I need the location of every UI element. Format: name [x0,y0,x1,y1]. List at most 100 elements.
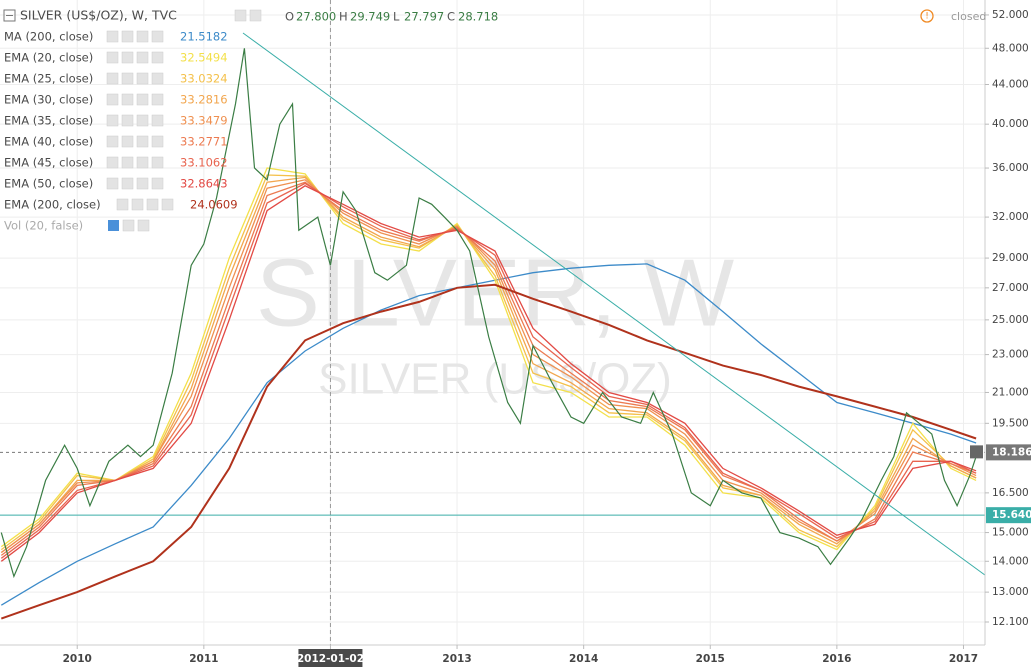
y-tick-label: 21.000 [992,386,1029,398]
x-tick-label: 2015 [696,653,725,665]
x-tick-label: 2012-01-02 [297,653,364,665]
price-axis [985,0,1031,669]
y-tick-label: 27.000 [992,282,1029,294]
legend-icon[interactable] [146,198,159,211]
ohlc-value: 27.800 [296,10,336,24]
legend-icon[interactable] [106,93,119,106]
legend-icon[interactable] [106,114,119,127]
legend-icon[interactable] [151,72,164,85]
eye-icon[interactable] [234,9,247,22]
y-tick-label: 15.000 [992,527,1029,539]
settings-icon[interactable] [249,9,262,22]
legend-icon[interactable] [136,135,149,148]
legend-value: 24.0609 [190,198,238,212]
legend-icon[interactable] [136,72,149,85]
volume-label: Vol (20, false) [4,219,83,233]
y-tick-label: 44.000 [992,78,1029,90]
legend-value: 33.1062 [180,156,228,170]
legend-icon[interactable] [136,114,149,127]
legend-icon[interactable] [151,30,164,43]
price-label: 18.186 [992,446,1031,458]
legend-icon[interactable] [136,156,149,169]
ohlc-value: 27.797 [404,10,444,24]
legend: SILVER (US$/OZ), W, TVC ! closed O 27.800… [3,8,986,233]
ohlc-value: 29.749 [350,10,390,24]
legend-icon[interactable] [137,219,150,232]
legend-icon[interactable] [121,93,134,106]
x-tick-label: 2010 [63,653,92,665]
collapse-icon[interactable] [3,9,16,22]
legend-icon[interactable] [136,30,149,43]
y-tick-label: 40.000 [992,118,1029,130]
legend-icon[interactable] [121,177,134,190]
y-tick-label: 25.000 [992,314,1029,326]
legend-icon[interactable] [121,135,134,148]
x-tick-label: 2011 [189,653,218,665]
legend-icon[interactable] [151,156,164,169]
indicator-line [0,185,977,562]
legend-icon[interactable] [151,93,164,106]
legend-icon[interactable] [121,51,134,64]
legend-value: 21.5182 [180,30,228,44]
legend-icon[interactable] [151,51,164,64]
plot [0,0,985,645]
legend-name: EMA (50, close) [4,177,93,191]
legend-value: 33.2816 [180,93,228,107]
legend-icon[interactable] [131,198,144,211]
legend-icon[interactable] [106,156,119,169]
y-tick-label: 23.000 [992,349,1029,361]
price-label: 15.640 [992,509,1031,521]
legend-icon[interactable] [106,72,119,85]
x-tick-label: 2014 [569,653,598,665]
y-tick-label: 12.100 [992,616,1029,628]
legend-name: MA (200, close) [4,30,93,44]
legend-icon[interactable] [106,51,119,64]
status-icon-mark: ! [925,12,929,22]
legend-name: EMA (35, close) [4,114,93,128]
legend-name: EMA (45, close) [4,156,93,170]
legend-icon[interactable] [121,30,134,43]
time-axis [0,645,985,669]
legend-value: 33.3479 [180,114,228,128]
legend-icon[interactable] [106,30,119,43]
watermark: SILVER, W [256,239,735,346]
legend-icon[interactable] [106,135,119,148]
legend-icon[interactable] [151,177,164,190]
legend-icon[interactable] [136,51,149,64]
price-series [0,48,977,579]
indicator-line [0,283,977,620]
legend-name: EMA (20, close) [4,51,93,65]
axes: 52.000 48.000 44.000 40.000 36.000 32.000 29.0… [63,9,1031,667]
legend-icon[interactable] [121,72,134,85]
y-tick-label: 14.000 [992,555,1029,567]
legend-name: EMA (30, close) [4,93,93,107]
legend-icon[interactable] [151,114,164,127]
legend-icon[interactable] [121,156,134,169]
status: closed [951,10,986,23]
price-label-bg [986,444,1031,461]
legend-icon[interactable] [116,198,129,211]
legend-icon[interactable] [136,177,149,190]
y-tick-label: 48.000 [992,42,1029,54]
y-tick-label: 19.500 [992,417,1029,429]
legend-icon[interactable] [161,198,174,211]
legend-icon[interactable] [122,219,135,232]
indicator-line [0,174,977,551]
ohlc-key: O [285,10,294,24]
indicator-line [0,182,977,559]
y-tick-label: 32.000 [992,211,1029,223]
legend-icon[interactable] [136,93,149,106]
legend-icon[interactable] [151,135,164,148]
ohlc-key: L [393,10,400,24]
add-button[interactable] [970,445,983,459]
indicator-line [0,167,977,551]
legend-icon[interactable] [121,114,134,127]
trend-line [242,32,1016,598]
volume-eye-icon[interactable] [108,220,119,231]
y-tick-label: 16.500 [992,487,1029,499]
price-label-bg [986,507,1031,524]
legend-icon[interactable] [106,177,119,190]
legend-name: EMA (25, close) [4,72,93,86]
legend-value: 32.8643 [180,177,228,191]
